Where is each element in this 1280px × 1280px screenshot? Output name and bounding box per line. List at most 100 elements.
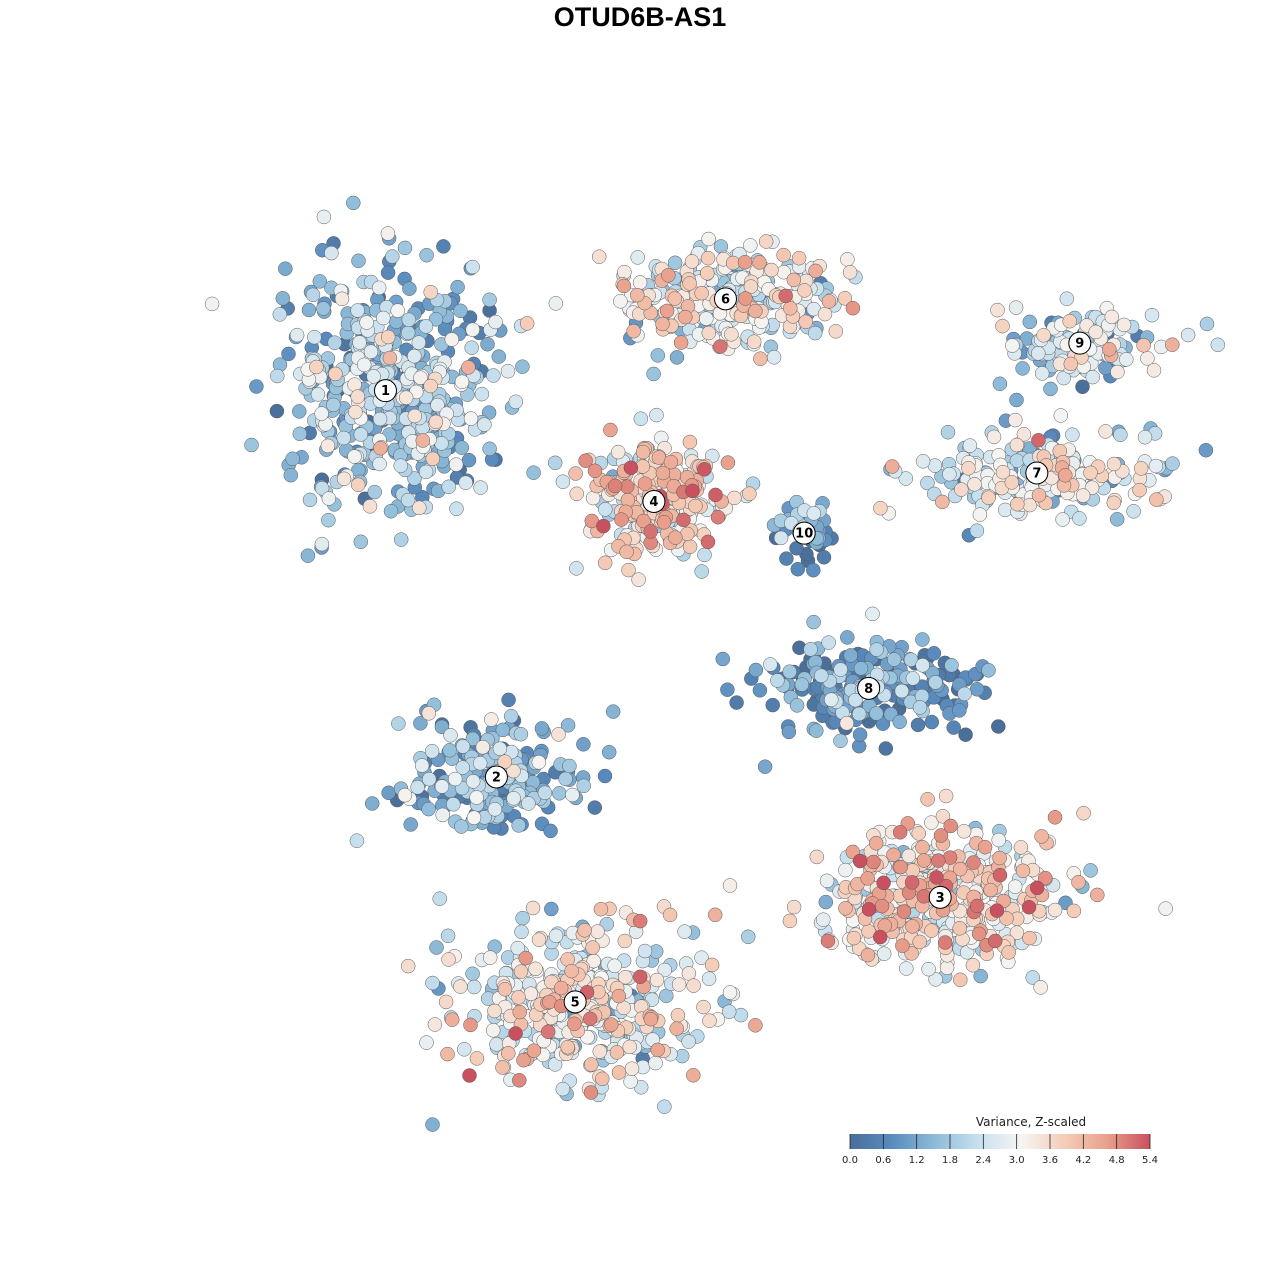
data-point	[457, 1042, 472, 1057]
data-point	[1180, 327, 1196, 343]
cluster-label-badge	[373, 379, 397, 403]
data-point	[797, 283, 812, 298]
data-point	[434, 779, 450, 794]
data-point	[492, 741, 508, 756]
data-point	[737, 254, 753, 270]
data-point	[946, 720, 961, 735]
data-point	[779, 551, 794, 566]
data-point	[1001, 945, 1016, 960]
data-point	[453, 979, 468, 994]
data-point	[482, 950, 498, 965]
data-point	[440, 928, 456, 944]
data-point	[967, 477, 982, 492]
data-point	[450, 279, 465, 295]
data-point	[334, 291, 350, 307]
data-point	[828, 324, 844, 339]
data-point	[872, 929, 888, 945]
data-point	[351, 253, 366, 269]
data-point	[911, 826, 926, 841]
data-point	[1043, 381, 1058, 397]
data-point	[678, 309, 693, 325]
data-point	[503, 708, 519, 724]
data-point	[1025, 970, 1040, 985]
data-point	[1038, 870, 1053, 886]
data-point	[766, 350, 782, 365]
data-point	[765, 697, 780, 713]
data-point	[713, 339, 728, 354]
data-point	[465, 731, 481, 747]
data-point	[752, 255, 767, 270]
data-point	[448, 457, 464, 472]
data-point	[708, 487, 723, 503]
data-point	[852, 853, 868, 869]
data-point	[508, 1026, 523, 1041]
data-point	[352, 335, 367, 350]
data-point	[630, 250, 645, 265]
data-point	[442, 743, 457, 758]
data-point	[952, 921, 967, 936]
data-point	[465, 259, 480, 275]
data-point	[383, 503, 399, 519]
data-point	[1031, 346, 1046, 361]
data-point	[840, 252, 855, 267]
data-point	[578, 453, 593, 468]
data-point	[939, 960, 955, 975]
data-point	[1062, 313, 1077, 329]
data-point	[916, 889, 932, 904]
data-point	[1210, 337, 1226, 353]
data-point	[643, 1011, 659, 1027]
data-point	[309, 359, 324, 375]
cluster-label-3: 3	[928, 885, 952, 909]
data-point	[1031, 487, 1047, 503]
data-point	[429, 940, 444, 955]
data-point	[515, 910, 530, 926]
data-point	[440, 1046, 455, 1062]
data-point	[511, 818, 526, 833]
data-point	[401, 312, 417, 328]
data-point	[940, 424, 956, 440]
data-point	[924, 923, 939, 938]
data-point	[655, 465, 671, 481]
data-point	[776, 247, 791, 263]
data-point	[715, 651, 731, 667]
data-point	[419, 1035, 434, 1050]
data-point	[915, 632, 930, 647]
data-point	[803, 642, 818, 657]
data-point	[700, 534, 716, 550]
data-point	[912, 934, 927, 950]
data-point	[569, 486, 584, 502]
data-point	[491, 349, 507, 364]
data-point	[302, 492, 318, 508]
data-point	[929, 870, 944, 885]
data-point	[722, 985, 738, 1000]
data-point	[720, 455, 736, 470]
data-point	[473, 480, 488, 495]
data-point	[347, 449, 362, 464]
data-point	[806, 506, 822, 521]
cluster-label-badge	[857, 676, 881, 700]
data-point	[702, 1013, 717, 1028]
data-point	[992, 376, 1008, 392]
data-point	[421, 801, 436, 817]
data-point	[607, 478, 623, 494]
data-point	[820, 933, 836, 949]
data-point	[637, 476, 653, 491]
cluster-label-2: 2	[484, 765, 508, 789]
data-point	[876, 946, 892, 961]
data-point	[1047, 810, 1063, 825]
data-point	[531, 932, 547, 947]
cluster-label-5: 5	[563, 990, 587, 1014]
data-point	[1199, 316, 1215, 332]
data-point	[791, 250, 807, 266]
data-point	[819, 873, 835, 889]
data-point	[423, 284, 438, 300]
data-point	[548, 296, 564, 311]
data-point	[649, 972, 665, 988]
data-point	[562, 758, 577, 774]
data-point	[438, 994, 454, 1010]
data-point	[740, 929, 756, 945]
cluster-label-badge	[642, 490, 666, 513]
data-point	[590, 924, 605, 939]
colorbar-tick-label: 4.8	[1109, 1155, 1125, 1166]
data-point	[1132, 482, 1147, 498]
